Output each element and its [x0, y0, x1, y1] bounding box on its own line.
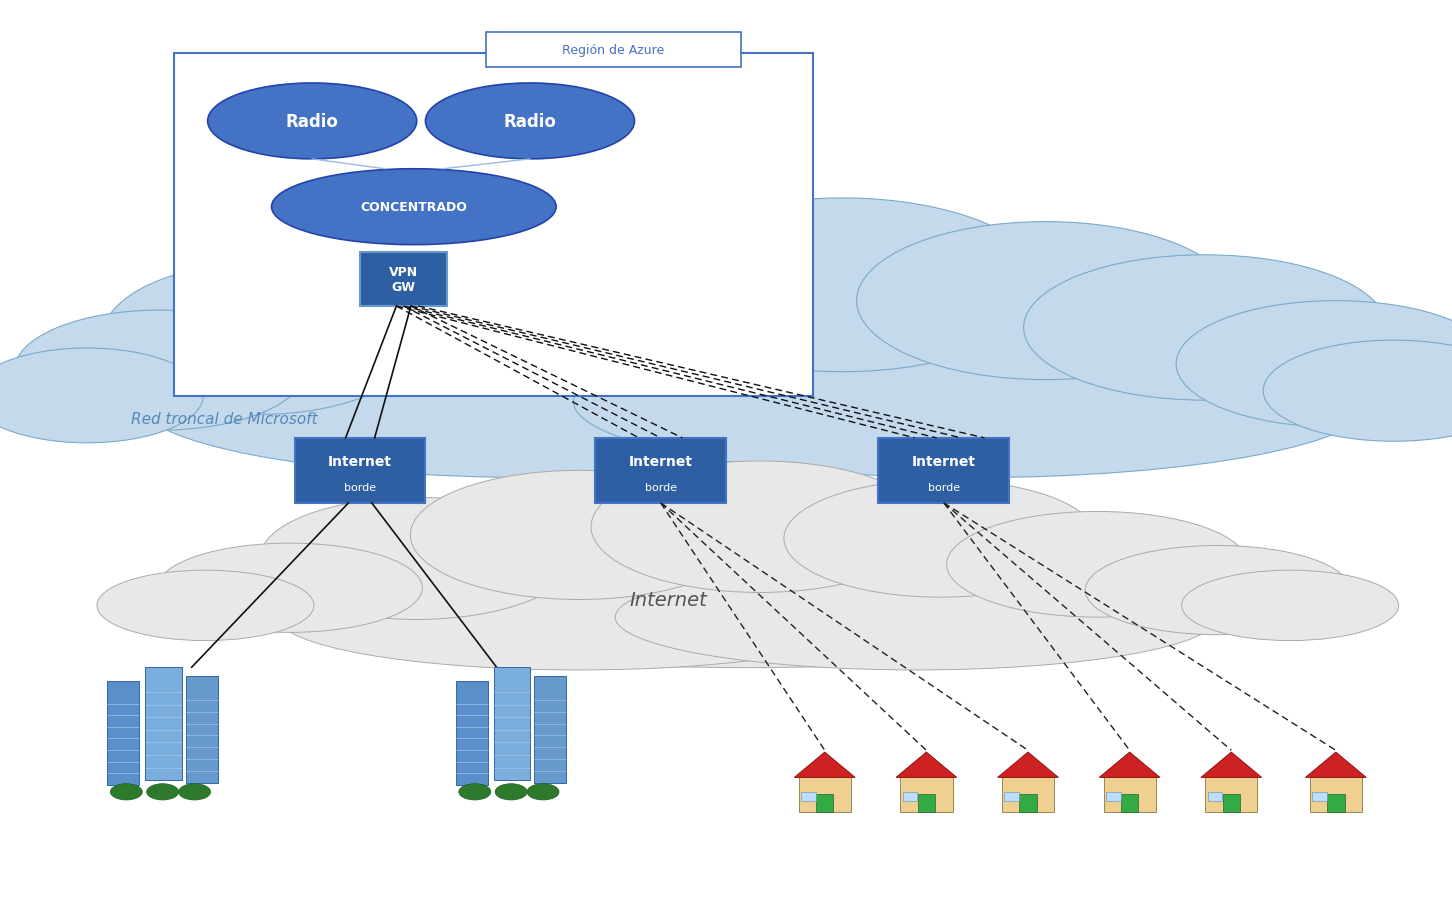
Ellipse shape: [277, 565, 880, 670]
FancyBboxPatch shape: [816, 794, 833, 812]
Ellipse shape: [272, 170, 556, 245]
FancyBboxPatch shape: [145, 667, 182, 780]
FancyBboxPatch shape: [918, 794, 935, 812]
FancyBboxPatch shape: [534, 676, 566, 783]
FancyBboxPatch shape: [174, 54, 813, 397]
Ellipse shape: [1024, 255, 1387, 400]
Ellipse shape: [147, 784, 179, 800]
Ellipse shape: [179, 784, 211, 800]
Ellipse shape: [260, 498, 574, 620]
Polygon shape: [1305, 752, 1366, 778]
FancyBboxPatch shape: [456, 681, 488, 785]
FancyBboxPatch shape: [1327, 794, 1345, 812]
Ellipse shape: [591, 462, 929, 593]
Ellipse shape: [1263, 341, 1452, 442]
FancyBboxPatch shape: [1019, 794, 1037, 812]
Ellipse shape: [266, 532, 1230, 667]
Ellipse shape: [1085, 546, 1350, 635]
FancyBboxPatch shape: [494, 667, 530, 780]
Ellipse shape: [857, 222, 1234, 381]
Ellipse shape: [428, 204, 820, 373]
FancyBboxPatch shape: [1208, 792, 1223, 801]
Ellipse shape: [157, 544, 423, 632]
Text: Región de Azure: Región de Azure: [562, 44, 665, 57]
FancyBboxPatch shape: [1106, 792, 1121, 801]
Ellipse shape: [97, 571, 314, 640]
FancyBboxPatch shape: [1205, 778, 1257, 812]
Ellipse shape: [574, 327, 1372, 478]
FancyBboxPatch shape: [1223, 794, 1240, 812]
FancyBboxPatch shape: [1313, 792, 1327, 801]
Text: Radio: Radio: [504, 113, 556, 131]
Text: borde: borde: [928, 482, 960, 492]
Ellipse shape: [425, 84, 635, 160]
FancyBboxPatch shape: [595, 438, 726, 503]
Text: Red troncal de Microsoft: Red troncal de Microsoft: [131, 412, 318, 427]
Ellipse shape: [15, 311, 305, 431]
Ellipse shape: [138, 327, 937, 478]
FancyBboxPatch shape: [1310, 778, 1362, 812]
Ellipse shape: [527, 784, 559, 800]
FancyBboxPatch shape: [186, 676, 218, 783]
FancyBboxPatch shape: [360, 253, 447, 307]
Ellipse shape: [616, 565, 1218, 670]
Ellipse shape: [160, 297, 1350, 470]
FancyBboxPatch shape: [878, 438, 1009, 503]
Ellipse shape: [0, 349, 203, 443]
Ellipse shape: [247, 222, 610, 386]
Ellipse shape: [459, 784, 491, 800]
Ellipse shape: [110, 784, 142, 800]
Ellipse shape: [495, 784, 527, 800]
Ellipse shape: [411, 471, 748, 600]
Text: Internet: Internet: [328, 455, 392, 469]
Text: borde: borde: [344, 482, 376, 492]
Ellipse shape: [1182, 571, 1398, 640]
Text: Internet: Internet: [912, 455, 976, 469]
Ellipse shape: [208, 84, 417, 160]
FancyBboxPatch shape: [802, 792, 816, 801]
FancyBboxPatch shape: [903, 792, 918, 801]
Text: Internet: Internet: [629, 590, 707, 610]
Text: Internet: Internet: [629, 455, 693, 469]
FancyBboxPatch shape: [1121, 794, 1138, 812]
Polygon shape: [896, 752, 957, 778]
Ellipse shape: [1176, 301, 1452, 428]
Ellipse shape: [784, 480, 1098, 597]
Text: VPN
GW: VPN GW: [389, 265, 418, 294]
FancyBboxPatch shape: [486, 33, 741, 68]
Polygon shape: [794, 752, 855, 778]
Text: Radio: Radio: [286, 113, 338, 131]
FancyBboxPatch shape: [1002, 778, 1054, 812]
Ellipse shape: [102, 263, 421, 415]
FancyBboxPatch shape: [900, 778, 953, 812]
Polygon shape: [1201, 752, 1262, 778]
Text: CONCENTRADO: CONCENTRADO: [360, 201, 468, 214]
Ellipse shape: [947, 512, 1247, 617]
FancyBboxPatch shape: [107, 681, 139, 785]
Polygon shape: [998, 752, 1059, 778]
FancyBboxPatch shape: [1104, 778, 1156, 812]
Text: borde: borde: [645, 482, 677, 492]
FancyBboxPatch shape: [799, 778, 851, 812]
FancyBboxPatch shape: [1005, 792, 1019, 801]
Polygon shape: [1099, 752, 1160, 778]
FancyBboxPatch shape: [295, 438, 425, 503]
Ellipse shape: [639, 198, 1045, 373]
